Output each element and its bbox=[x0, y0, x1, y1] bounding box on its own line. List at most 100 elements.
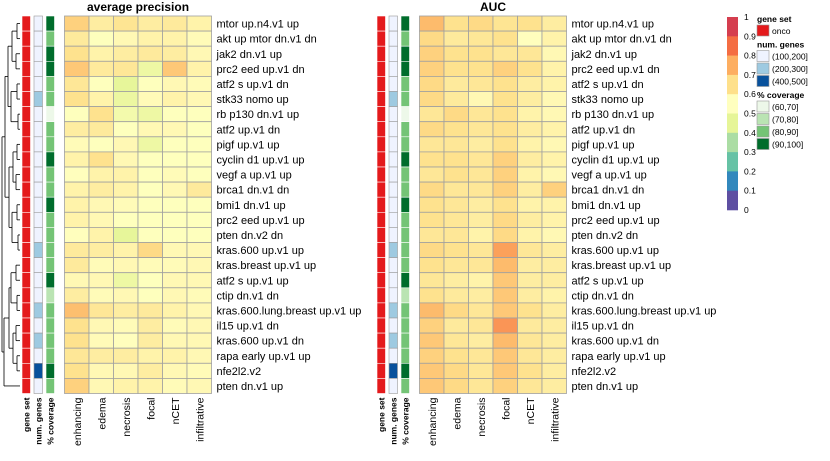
heatmap-cell bbox=[419, 226, 445, 243]
anno-coverage-cell bbox=[400, 212, 410, 228]
heatmap-cell bbox=[492, 91, 518, 108]
heatmap-cell bbox=[162, 377, 188, 394]
heatmap-cell bbox=[88, 181, 114, 198]
anno-num-genes-cell bbox=[33, 121, 43, 138]
heatmap-cell bbox=[517, 226, 543, 243]
heatmap-cell bbox=[541, 317, 567, 334]
heatmap-cell bbox=[64, 181, 90, 198]
anno-num-genes-cell bbox=[33, 196, 43, 213]
heatmap-cell bbox=[492, 272, 518, 289]
anno-num-genes-cell bbox=[388, 362, 398, 379]
heatmap-cell bbox=[443, 347, 469, 364]
heatmap-cell bbox=[162, 272, 188, 289]
column-label-focal: focal bbox=[145, 398, 157, 420]
row-label: ctip dn.v1 dn bbox=[572, 290, 634, 302]
legend-swatch bbox=[756, 75, 770, 87]
annotation-label-gene-set: gene set bbox=[376, 397, 386, 432]
heatmap-cell bbox=[492, 347, 518, 364]
heatmap-cell bbox=[113, 166, 139, 183]
heatmap-cell bbox=[419, 211, 445, 228]
heatmap-cell bbox=[162, 362, 188, 379]
heatmap-cell bbox=[468, 347, 494, 364]
anno-coverage-cell bbox=[45, 212, 55, 228]
heatmap-cell bbox=[113, 45, 139, 62]
anno-coverage-cell bbox=[400, 30, 410, 47]
heatmap-cell bbox=[468, 136, 494, 153]
heatmap-cell bbox=[468, 166, 494, 183]
heatmap-cell bbox=[492, 76, 518, 92]
heatmap-cell bbox=[137, 317, 163, 334]
row-label: stk33 nomo up bbox=[572, 94, 644, 106]
heatmap-cell bbox=[88, 257, 114, 274]
heatmap-cell bbox=[492, 106, 518, 123]
heatmap-cell bbox=[541, 347, 567, 364]
heatmap-cell bbox=[137, 166, 163, 183]
heatmap-cell bbox=[517, 287, 543, 304]
anno-gene-set-cell bbox=[21, 166, 31, 183]
anno-num-genes-cell bbox=[33, 91, 43, 107]
anno-coverage-cell bbox=[400, 317, 410, 334]
heatmap-cell bbox=[137, 377, 163, 394]
heatmap-cell bbox=[419, 30, 445, 47]
heatmap-cell bbox=[162, 302, 188, 319]
anno-coverage-cell bbox=[45, 196, 55, 213]
heatmap-cell bbox=[137, 347, 163, 364]
colorbar-tick-label: 1 bbox=[744, 12, 749, 22]
heatmap-cell bbox=[64, 362, 90, 379]
heatmap-cell bbox=[113, 91, 139, 108]
heatmap-cell bbox=[492, 60, 518, 77]
row-label: cyclin d1 up.v1 up bbox=[217, 154, 305, 166]
heatmap-cell bbox=[541, 60, 567, 77]
row-label: prc2 eed up.v1 dn bbox=[217, 64, 305, 76]
row-label: stk33 nomo up bbox=[217, 94, 289, 106]
anno-coverage-cell bbox=[400, 15, 410, 32]
heatmap-cell bbox=[64, 15, 90, 32]
anno-coverage-cell bbox=[400, 76, 410, 92]
heatmap-cell bbox=[162, 181, 188, 198]
heatmap-cell bbox=[443, 106, 469, 123]
heatmap-cell bbox=[137, 15, 163, 32]
heatmap-cell bbox=[541, 196, 567, 213]
anno-num-genes-cell bbox=[33, 302, 43, 319]
anno-coverage-cell bbox=[400, 257, 410, 274]
heatmap-cell bbox=[186, 257, 212, 274]
heatmap-cell bbox=[468, 30, 494, 47]
anno-coverage-cell bbox=[400, 136, 410, 153]
heatmap-cell bbox=[517, 377, 543, 394]
anno-gene-set-cell bbox=[376, 136, 386, 153]
heatmap-cell bbox=[162, 287, 188, 304]
heatmap-cell bbox=[541, 287, 567, 304]
heatmap-cell bbox=[137, 121, 163, 138]
heatmap-cell bbox=[443, 121, 469, 138]
anno-num-genes-cell bbox=[33, 76, 43, 92]
annotation-label-num-genes: num. genes bbox=[33, 397, 43, 445]
heatmap-cell bbox=[517, 242, 543, 259]
row-label: bmi1 dn.v1 up bbox=[572, 200, 641, 212]
anno-num-genes-cell bbox=[33, 151, 43, 168]
heatmap-cell bbox=[541, 211, 567, 228]
heatmap-cell bbox=[186, 196, 212, 213]
anno-gene-set-cell bbox=[376, 378, 386, 394]
heatmap-cell bbox=[419, 106, 445, 123]
legend-title-coverage: % coverage bbox=[757, 90, 805, 100]
heatmap-cell bbox=[162, 317, 188, 334]
row-label: pten dn.v1 up bbox=[572, 381, 639, 393]
row-label: prc2 eed up.v1 up bbox=[572, 215, 660, 227]
heatmap-cell bbox=[113, 302, 139, 319]
heatmap-cell bbox=[162, 45, 188, 62]
heatmap-cell bbox=[162, 226, 188, 243]
heatmap-cell bbox=[468, 287, 494, 304]
heatmap-cell bbox=[186, 362, 212, 379]
heatmap-cell bbox=[492, 226, 518, 243]
heatmap-cell bbox=[492, 287, 518, 304]
colorbar-segment bbox=[727, 74, 738, 95]
heatmap-cell bbox=[186, 181, 212, 198]
heatmap-cell bbox=[88, 45, 114, 62]
heatmap-cell bbox=[468, 60, 494, 77]
anno-coverage-cell bbox=[45, 242, 55, 258]
heatmap-cell bbox=[541, 181, 567, 198]
anno-num-genes-cell bbox=[388, 166, 398, 183]
anno-num-genes-cell bbox=[33, 15, 43, 32]
heatmap-cell bbox=[443, 15, 469, 32]
heatmap-cell bbox=[419, 136, 445, 153]
